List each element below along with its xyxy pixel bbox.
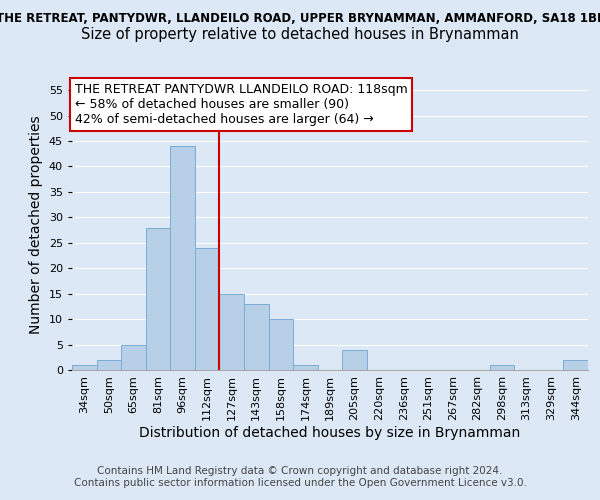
Bar: [121, 344, 146, 370]
Bar: [269, 319, 293, 370]
Bar: [342, 350, 367, 370]
Bar: [220, 294, 244, 370]
Y-axis label: Number of detached properties: Number of detached properties: [29, 116, 43, 334]
Bar: [563, 360, 588, 370]
Bar: [195, 248, 220, 370]
Bar: [490, 365, 514, 370]
Bar: [72, 365, 97, 370]
Text: THE RETREAT, PANTYDWR, LLANDEILO ROAD, UPPER BRYNAMMAN, AMMANFORD, SA18 1BE: THE RETREAT, PANTYDWR, LLANDEILO ROAD, U…: [0, 12, 600, 26]
Bar: [293, 365, 318, 370]
Bar: [170, 146, 195, 370]
Text: THE RETREAT PANTYDWR LLANDEILO ROAD: 118sqm
← 58% of detached houses are smaller: THE RETREAT PANTYDWR LLANDEILO ROAD: 118…: [74, 83, 407, 126]
Bar: [97, 360, 121, 370]
X-axis label: Distribution of detached houses by size in Brynamman: Distribution of detached houses by size …: [139, 426, 521, 440]
Bar: [244, 304, 269, 370]
Bar: [146, 228, 170, 370]
Text: Contains HM Land Registry data © Crown copyright and database right 2024.
Contai: Contains HM Land Registry data © Crown c…: [74, 466, 526, 487]
Text: Size of property relative to detached houses in Brynamman: Size of property relative to detached ho…: [81, 28, 519, 42]
